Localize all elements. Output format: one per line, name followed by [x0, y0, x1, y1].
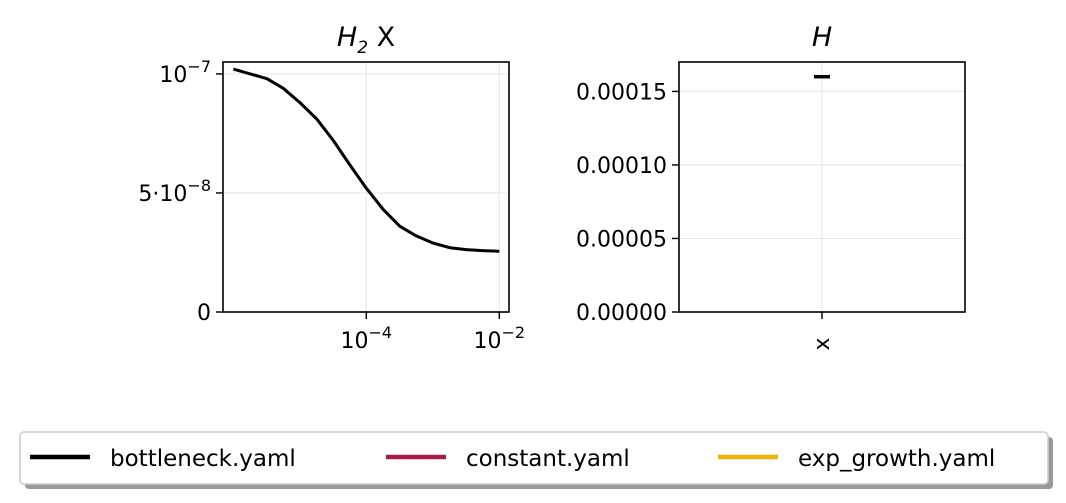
- h-ytick-label: 0.00005: [576, 227, 667, 252]
- h2-x-title: H2 X: [337, 22, 395, 58]
- h2-x-line-layer: [232, 67, 500, 253]
- h2-x-yticks: 0 5·10−8 10−7: [138, 57, 223, 326]
- h2-x-xtick-label: 10−4: [340, 323, 392, 354]
- h-yticks: 0.00000 0.00005 0.00010 0.00015: [576, 80, 679, 326]
- h-title: H: [812, 22, 832, 53]
- legend-label: constant.yaml: [466, 446, 630, 472]
- legend-box: [19, 431, 1049, 485]
- h-ytick-label: 0.00000: [576, 301, 667, 326]
- h-xticks: x: [810, 312, 835, 351]
- legend-label: exp_growth.yaml: [798, 446, 995, 472]
- h2-x-ytick-label: 10−7: [159, 57, 211, 88]
- h-xtick-label: x: [810, 337, 835, 350]
- h-grid: [679, 62, 965, 313]
- h2-x-xticks: 10−4 10−2: [340, 312, 525, 354]
- h-panel: x 0.00000 0.00005 0.00010 0.00015 H: [576, 22, 966, 351]
- h-ytick-label: 0.00010: [576, 154, 667, 179]
- h-ytick-label: 0.00015: [576, 80, 667, 105]
- legend: bottleneck.yaml constant.yaml exp_growth.y…: [19, 431, 1053, 489]
- h2-x-xtick-label: 10−2: [473, 323, 525, 354]
- h2-x-panel: 10−4 10−2 0 5·10−8 10−7 H2 X: [138, 22, 525, 354]
- h2-x-series-line: [232, 67, 500, 253]
- legend-label: bottleneck.yaml: [110, 446, 296, 472]
- h2-x-ytick-label: 0: [197, 301, 211, 326]
- legend-entries: bottleneck.yaml constant.yaml exp_growth.y…: [30, 446, 995, 472]
- h2-x-ytick-label: 5·10−8: [138, 176, 211, 207]
